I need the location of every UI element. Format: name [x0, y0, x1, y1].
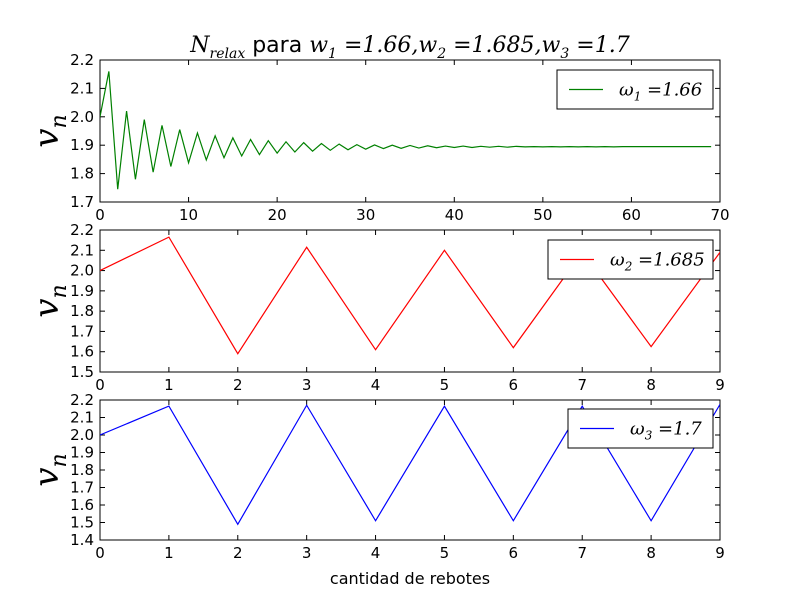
- x-tick-label: 8: [646, 544, 656, 562]
- subplot-2: 0 1 2 3 4 5 6 7 8 9 1.5 1.6 1.7 1.8 1.9 2.0 2.1 2.2 vn ω2 =…: [27, 221, 725, 394]
- y-tick-label: 2.1: [70, 241, 94, 259]
- x-tick-label: 9: [715, 544, 725, 562]
- x-tick-label: 4: [371, 544, 381, 562]
- x-tick-label: 1: [164, 544, 174, 562]
- y-tick-label: 1.5: [70, 363, 94, 381]
- subplot-3: 0 1 2 3 4 5 6 7 8 9 1.41.51.61.71.81.92.02.12.2 vn ω…: [27, 391, 725, 562]
- y-axis-label: vn: [27, 453, 72, 486]
- x-tick-label: 6: [509, 544, 519, 562]
- x-tick-label: 3: [302, 376, 312, 394]
- x-tick-label: 40: [445, 206, 464, 224]
- plot-area-frame: [99, 229, 721, 373]
- x-tick-label: 0: [95, 376, 105, 394]
- y-tick-label: 1.7: [70, 193, 94, 211]
- plot-area-frame: [99, 59, 721, 203]
- x-tick-label: 9: [715, 376, 725, 394]
- y-axis-label: vn: [27, 114, 72, 147]
- x-tick-label: 0: [95, 206, 105, 224]
- legend: ω3 =1.7: [567, 408, 714, 449]
- x-tick-label: 0: [95, 544, 105, 562]
- series-line-2: [100, 236, 720, 355]
- y-tick-label: 2.2: [70, 221, 94, 239]
- x-tick-label: 5: [440, 376, 450, 394]
- subplot-1: 0 10 20 30 40 50 60 70 1.7 1.8 1.9 2.0 2.1 2.2 vn ω1 =1…: [27, 51, 730, 224]
- y-tick-label: 1.6: [70, 496, 94, 514]
- y-tick-label: 2.2: [70, 51, 94, 69]
- y-tick-label: 1.5: [70, 514, 94, 532]
- x-tick-label: 60: [622, 206, 641, 224]
- x-tick-label: 7: [577, 544, 587, 562]
- y-tick-label: 1.7: [70, 322, 94, 340]
- y-tick-label: 1.9: [70, 136, 94, 154]
- x-tick-label: 5: [440, 544, 450, 562]
- y-tick-label: 2.1: [70, 79, 94, 97]
- legend-label: ω1 =1.66: [619, 80, 702, 104]
- series-line-1: [100, 71, 712, 190]
- x-tick-label: 6: [509, 376, 519, 394]
- x-tick-label: 50: [533, 206, 552, 224]
- legend: ω1 =1.66: [556, 69, 714, 110]
- y-tick-label: 1.8: [70, 165, 94, 183]
- y-tick-label: 1.8: [70, 302, 94, 320]
- y-axis-label: vn: [27, 284, 72, 317]
- x-tick-label: 7: [577, 376, 587, 394]
- y-tick-label: 1.7: [70, 479, 94, 497]
- chart-title: Nrelax para w1 =1.66,w2 =1.685,w3 =1.7: [189, 33, 629, 62]
- series-line-3: [100, 404, 720, 526]
- y-tick-label: 1.4: [70, 531, 94, 549]
- y-tick-label: 2.0: [70, 262, 94, 280]
- x-tick-label: 3: [302, 544, 312, 562]
- x-tick-label: 2: [233, 544, 243, 562]
- x-axis-label: cantidad de rebotes: [330, 569, 490, 588]
- x-tick-label: 30: [356, 206, 375, 224]
- x-tick-label: 8: [646, 376, 656, 394]
- y-tick-label: 2.1: [70, 409, 94, 427]
- x-tick-label: 20: [268, 206, 287, 224]
- legend: ω2 =1.685: [547, 239, 714, 280]
- legend-label: ω3 =1.7: [630, 419, 702, 443]
- x-tick-label: 70: [710, 206, 729, 224]
- y-tick-label: 2.0: [70, 108, 94, 126]
- legend-label: ω2 =1.685: [610, 250, 705, 274]
- x-tick-label: 2: [233, 376, 243, 394]
- y-tick-label: 1.6: [70, 343, 94, 361]
- y-tick-label: 1.9: [70, 444, 94, 462]
- y-tick-label: 1.9: [70, 282, 94, 300]
- y-tick-label: 2.2: [70, 391, 94, 409]
- x-tick-label: 10: [179, 206, 198, 224]
- y-tick-label: 1.8: [70, 461, 94, 479]
- x-tick-label: 4: [371, 376, 381, 394]
- x-tick-label: 1: [164, 376, 174, 394]
- y-tick-label: 2.0: [70, 426, 94, 444]
